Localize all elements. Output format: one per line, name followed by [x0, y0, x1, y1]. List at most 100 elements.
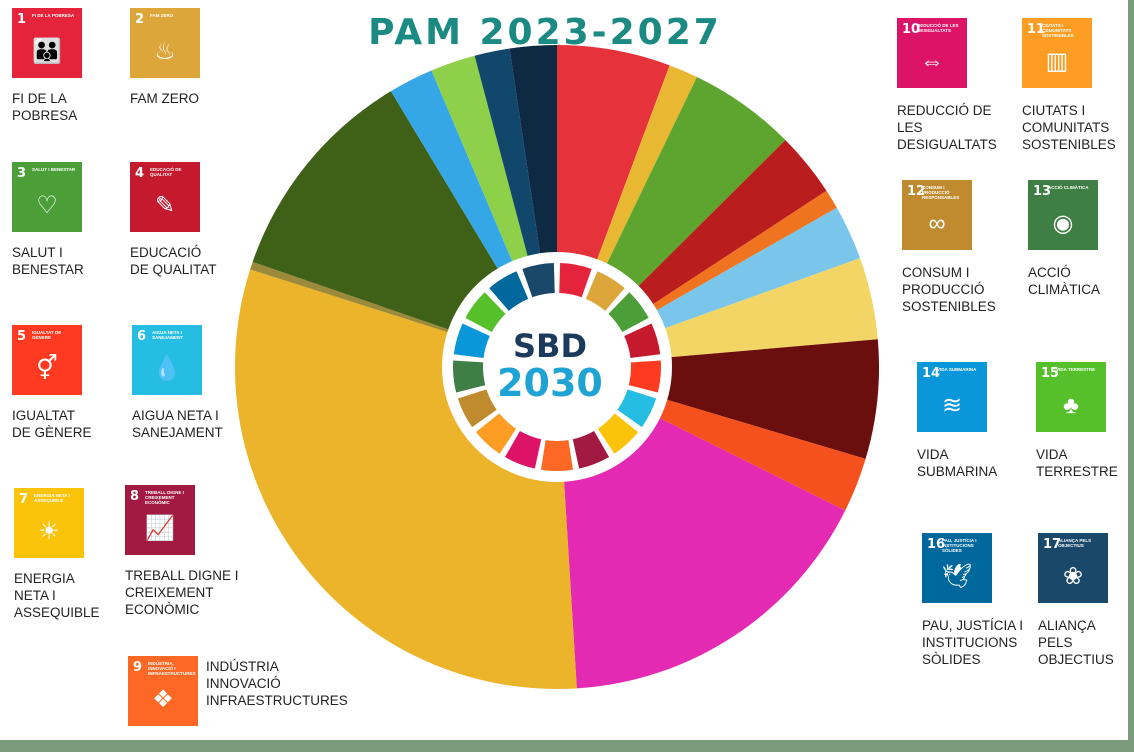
sdg-11-tile-name: CIUTATS I COMUNITATS SOSTENIBLES: [1042, 23, 1074, 38]
sdg-15: 15 VIDA TERRESTRE ♣ VIDA TERRESTRE: [1036, 362, 1118, 480]
flower-icon: ❀: [1062, 563, 1084, 590]
sdg-2-tile: 2 FAM ZERO ♨: [130, 8, 200, 78]
sdg-14-tile: 14 VIDA SUBMARINA ≋: [917, 362, 987, 432]
center-logo-line1: SBD: [513, 327, 587, 365]
sdg-8: 8 TREBALL DIGNE I CREIXEMENT ECONÒMIC 📈 …: [125, 485, 239, 618]
sdg-16-label: PAU, JUSTÍCIA I INSTITUCIONS SÒLIDES: [922, 618, 1024, 667]
sdg-wheel-segment-6: [617, 389, 657, 428]
sdg-17-number: 17: [1043, 537, 1062, 552]
sdg-6-number: 6: [137, 329, 147, 344]
sdg-9-label: INDÚSTRIA INNOVACIÓ INFRAESTRUCTURES: [206, 659, 348, 708]
sdg-4-tile: 4 EDUCACIÓ DE QUALITAT ✎: [130, 162, 200, 232]
sdg-8-tile: 8 TREBALL DIGNE I CREIXEMENT ECONÒMIC 📈: [125, 485, 195, 555]
sdg-wheel-segment-10: [504, 431, 542, 469]
sdg-3-number: 3: [17, 166, 27, 181]
sdg-3: 3 SALUT I BENESTAR ♡ SALUT I BENESTAR: [12, 162, 84, 278]
sdg-17-label: ALIANÇA PELS OBJECTIUS: [1038, 618, 1114, 667]
sdg-4-label: EDUCACIÓ DE QUALITAT: [130, 245, 217, 277]
center-disc: [487, 297, 627, 437]
sdg-8-number: 8: [130, 489, 140, 504]
sdg-1-tile-name: FI DE LA POBRESA: [32, 13, 75, 18]
sdg-15-label: VIDA TERRESTRE: [1036, 447, 1118, 479]
sdg-13-tile-name: ACCIÓ CLIMÀTICA: [1048, 185, 1089, 190]
sdg-15-number: 15: [1041, 366, 1060, 381]
sdg-5-tile-name: IGUALTAT DE GÈNERE: [32, 330, 62, 340]
sdg-7-number: 7: [19, 492, 29, 507]
sdg-wheel-segment-7: [597, 413, 639, 454]
sdg-14: 14 VIDA SUBMARINA ≋ VIDA SUBMARINA: [917, 362, 997, 480]
water-drop-icon: 💧: [152, 355, 182, 382]
sdg-15-tile: 15 VIDA TERRESTRE ♣: [1036, 362, 1106, 432]
sdg-13: 13 ACCIÓ CLIMÀTICA ◉ ACCIÓ CLIMÀTICA: [1028, 180, 1100, 298]
sdg-3-tile-name: SALUT I BENESTAR: [32, 167, 76, 172]
center-logo-line2: 2030: [497, 361, 603, 405]
sdg-wheel-segment-14: [453, 323, 490, 358]
sdg-12-label: CONSUM I PRODUCCIÓ SOSTENIBLES: [902, 265, 996, 314]
sdg-15-tile-name: VIDA TERRESTRE: [1056, 367, 1096, 372]
sdg-2-tile-name: FAM ZERO: [150, 13, 174, 18]
infinity-icon: ∞: [928, 210, 946, 237]
sdg-17: 17 ALIANÇA PELS OBJECTIUS ❀ ALIANÇA PELS…: [1038, 533, 1114, 668]
page-title: PAM 2023-2027: [368, 12, 722, 53]
sdg-2-label: FAM ZERO: [130, 91, 200, 106]
sdg-10-tile-name: REDUCCIÓ DE LES DESIGUALTATS: [917, 23, 959, 33]
sdg-7-label: ENERGIA NETA I ASSEQUIBLE: [14, 571, 100, 620]
sdg-11-label: CIUTATS I COMUNITATS SOSTENIBLES: [1022, 103, 1116, 152]
cubes-icon: ❖: [152, 686, 174, 713]
sdg-10: 10 REDUCCIÓ DE LES DESIGUALTATS ⇔ REDUCC…: [897, 18, 997, 153]
sdg-5-tile: 5 IGUALTAT DE GÈNERE ⚥: [12, 325, 82, 395]
sdg-4: 4 EDUCACIÓ DE QUALITAT ✎ EDUCACIÓ DE QUA…: [130, 162, 217, 278]
sdg-10-number: 10: [902, 22, 921, 37]
sdg-14-label: VIDA SUBMARINA: [917, 447, 998, 479]
sdg-9: 9 INDÚSTRIA, INNOVACIÓ I INFRAESTRUCTURE…: [128, 656, 348, 726]
sdg-4-number: 4: [135, 166, 145, 181]
sdg-wheel-segment-16: [489, 271, 529, 311]
sdg-9-tile: 9 INDÚSTRIA, INNOVACIÓ I INFRAESTRUCTURE…: [128, 656, 198, 726]
sdg-11-tile: 11 CIUTATS I COMUNITATS SOSTENIBLES ▥: [1022, 18, 1092, 88]
sdg-wheel-segment-17: [522, 263, 555, 298]
sdg-9-tile-name: INDÚSTRIA, INNOVACIÓ I INFRAESTRUCTURES: [148, 661, 196, 676]
sdg-8-label: TREBALL DIGNE I CREIXEMENT ECONÒMIC: [125, 568, 239, 617]
tree-icon: ♣: [1063, 392, 1079, 419]
center-logo: SBD 2030: [480, 330, 620, 402]
sdg-4-tile-name: EDUCACIÓ DE QUALITAT: [150, 167, 182, 177]
book-icon: ✎: [154, 192, 176, 219]
sdg-13-number: 13: [1033, 184, 1052, 199]
sdg-3-label: SALUT I BENESTAR: [12, 245, 84, 277]
heartbeat-icon: ♡: [36, 192, 58, 219]
sdg-17-tile-name: ALIANÇA PELS OBJECTIUS: [1058, 538, 1092, 548]
city-icon: ▥: [1045, 48, 1069, 75]
sdg-11: 11 CIUTATS I COMUNITATS SOSTENIBLES ▥ CI…: [1022, 18, 1116, 153]
sdg-9-number: 9: [133, 660, 143, 675]
sdg-13-tile: 13 ACCIÓ CLIMÀTICA ◉: [1028, 180, 1098, 250]
sdg-wheel-segment-1: [559, 263, 592, 298]
sdg-12: 12 CONSUM I PRODUCCIÓ RESPONSABLES ∞ CON…: [902, 180, 996, 315]
sdg-8-tile-name: TREBALL DIGNE I CREIXEMENT ECONÒMIC: [145, 490, 184, 505]
sdg-wheel-segment-2: [585, 271, 625, 311]
sdg-wheel-segment-15: [465, 292, 506, 333]
sdg-wheel-segment-8: [572, 431, 610, 469]
sdg-2: 2 FAM ZERO ♨ FAM ZERO: [130, 8, 200, 107]
sdg-1-label: FI DE LA POBRESA: [12, 91, 78, 123]
sdg-16: 16 PAU, JUSTÍCIA I INSTITUCIONS SÒLIDES …: [922, 533, 1023, 668]
dove-icon: 🕊: [941, 563, 973, 590]
sdg-5-number: 5: [17, 329, 27, 344]
sdg-14-number: 14: [922, 366, 941, 381]
bowl-icon: ♨: [154, 38, 176, 65]
sdg-1-number: 1: [17, 12, 27, 27]
sdg-16-tile: 16 PAU, JUSTÍCIA I INSTITUCIONS SÒLIDES …: [922, 533, 992, 603]
sdg-7-tile-name: ENERGIA NETA I ASSEQUIBLE: [34, 493, 70, 503]
sdg-wheel-segment-12: [457, 389, 497, 428]
sdg-11-number: 11: [1027, 22, 1046, 37]
sdg-10-tile: 10 REDUCCIÓ DE LES DESIGUALTATS ⇔: [897, 18, 967, 88]
sdg-16-number: 16: [927, 537, 946, 552]
sdg-10-label: REDUCCIÓ DE LES DESIGUALTATS: [897, 103, 997, 152]
sdg-wheel-segment-9: [540, 440, 574, 471]
sdg-16-tile-name: PAU, JUSTÍCIA I INSTITUCIONS SÒLIDES: [942, 538, 977, 553]
sdg-6-tile: 6 AIGUA NETA I SANEJAMENT 💧: [132, 325, 202, 395]
sdg-5: 5 IGUALTAT DE GÈNERE ⚥ IGUALTAT DE GÈNER…: [12, 325, 92, 441]
sdg-3-tile: 3 SALUT I BENESTAR ♡: [12, 162, 82, 232]
sdg-12-number: 12: [907, 184, 926, 199]
gender-equality-icon: ⚥: [36, 355, 58, 382]
sun-icon: ☀: [38, 518, 60, 545]
